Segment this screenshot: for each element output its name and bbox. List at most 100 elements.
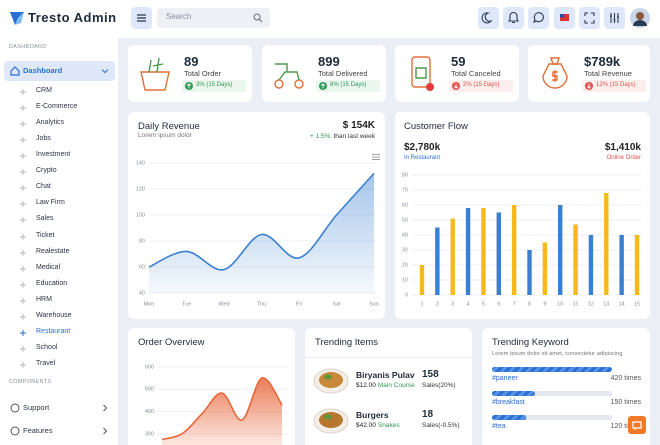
header-icon-button[interactable] (503, 7, 524, 29)
submenu-item[interactable]: Investment (16, 149, 114, 163)
floating-button[interactable] (628, 416, 646, 434)
nav-item-active[interactable]: Dashboard (4, 61, 115, 81)
chat-icon (533, 12, 544, 23)
nav-item-label: Dashboard (23, 66, 63, 75)
x-tick-label: 10 (557, 301, 563, 307)
keyword-bars (492, 367, 612, 420)
settings-icon (610, 13, 619, 23)
avatar[interactable] (630, 8, 650, 28)
bar (573, 224, 578, 295)
legend-label: Online Order (606, 155, 641, 161)
menu-toggle[interactable] (131, 7, 152, 29)
submenu-item[interactable]: Medical (16, 262, 114, 276)
submenu-bullet (20, 329, 26, 336)
submenu-item[interactable]: HRM (16, 294, 114, 308)
scooter-icon (294, 79, 304, 89)
x-tick-label: 2 (436, 301, 439, 307)
bar (511, 205, 517, 295)
x-tick-label: 12 (588, 301, 594, 307)
submenu-item[interactable]: Sales (16, 213, 114, 227)
submenu-label: Travel (36, 360, 56, 368)
card-subtitle: Lorem ipsum dolor (138, 132, 192, 139)
basket-icon (148, 57, 164, 73)
x-tick-label: Fri (296, 301, 302, 307)
trending-keyword-card (482, 328, 650, 445)
search-box[interactable]: Search (157, 8, 270, 28)
y-tick-label: 300 (145, 431, 154, 437)
y-tick-label: 80 (139, 238, 145, 244)
series-total: $2,780k (404, 142, 441, 153)
bullet-glyph (20, 281, 26, 288)
change-note: than last week (333, 133, 375, 140)
brand: Tresto Admin (28, 10, 117, 25)
bullet-glyph (20, 201, 26, 208)
search-glyph (253, 13, 261, 21)
item-category: Snakes (377, 422, 400, 429)
item-image (313, 368, 349, 394)
header-icon (481, 12, 493, 24)
menu-icon (137, 14, 146, 22)
submenu-bullet (20, 233, 26, 240)
submenu-item[interactable]: Crypto (16, 165, 114, 179)
submenu-label: Education (36, 279, 68, 287)
y-tick-label: 40 (139, 290, 145, 296)
submenu-item[interactable]: Realestate (16, 246, 114, 260)
y-tick-label: 60 (402, 202, 408, 208)
stat-label: Total Revenue (584, 69, 632, 78)
submenu-item[interactable]: Warehouse (16, 310, 114, 324)
stat-label: Total Order (184, 69, 222, 78)
sidebar-section-label: COMPONENTS (9, 379, 52, 385)
header-icon-button[interactable] (604, 7, 625, 29)
bullet-glyph (20, 249, 26, 256)
floating-glyph (632, 421, 642, 430)
submenu-item[interactable]: Restaurant (16, 326, 114, 340)
submenu-item[interactable]: Law Firm (16, 197, 114, 211)
header-icon-button[interactable] (478, 7, 499, 29)
y-tick-label: 400 (145, 409, 154, 415)
header-icon (508, 11, 519, 24)
submenu-item[interactable]: School (16, 342, 114, 356)
submenu-label: Restaurant (36, 327, 71, 335)
submenu-item[interactable]: Education (16, 278, 114, 292)
search-glyph (258, 18, 263, 23)
bullet-glyph (20, 233, 26, 240)
submenu-item[interactable]: Travel (16, 358, 114, 372)
nav-item[interactable]: Support (4, 400, 115, 416)
submenu-item[interactable]: Analytics (16, 117, 114, 131)
header-icon (560, 14, 569, 21)
submenu-bullet (20, 345, 26, 352)
nav-item[interactable]: Features (4, 423, 115, 439)
item-name: Burgers (356, 410, 389, 420)
submenu-item[interactable]: CRM (16, 85, 114, 99)
order-overview-chart: 300 400 500 600 (145, 364, 288, 445)
nav-icon (10, 403, 20, 413)
header-icon-button[interactable] (528, 7, 549, 29)
submenu-item[interactable]: E-Commerce (16, 101, 114, 115)
stat-value: 59 (451, 54, 466, 69)
submenu-item[interactable]: Chat (16, 181, 114, 195)
bar (604, 193, 609, 295)
submenu-item[interactable]: Jobs (16, 133, 114, 147)
stat-value: $789k (584, 54, 621, 69)
chevron (103, 427, 108, 435)
bullet-glyph (20, 329, 26, 336)
y-tick-label: 600 (145, 364, 154, 370)
item-meta: $42.00 Snakes (356, 422, 400, 429)
series-total: $1,410k (604, 142, 641, 153)
x-tick-label: Mon (144, 301, 155, 307)
submenu-bullet (20, 249, 26, 256)
submenu-bullet (20, 281, 26, 288)
change-badge: 12% (15 Days) (582, 80, 646, 92)
bar (634, 235, 640, 295)
x-tick-label: 9 (543, 301, 546, 307)
submenu-label: Realestate (36, 247, 70, 255)
header-icon-button[interactable] (579, 7, 600, 29)
moneybag-icon (542, 63, 568, 89)
submenu-label: Crypto (36, 167, 57, 175)
submenu-item[interactable]: Ticket (16, 230, 114, 244)
nav-glyph (10, 403, 20, 413)
chevron-glyph (103, 427, 108, 435)
bar (527, 250, 532, 295)
nav-item-label: Features (23, 426, 53, 435)
header-icon-button[interactable] (554, 7, 575, 29)
